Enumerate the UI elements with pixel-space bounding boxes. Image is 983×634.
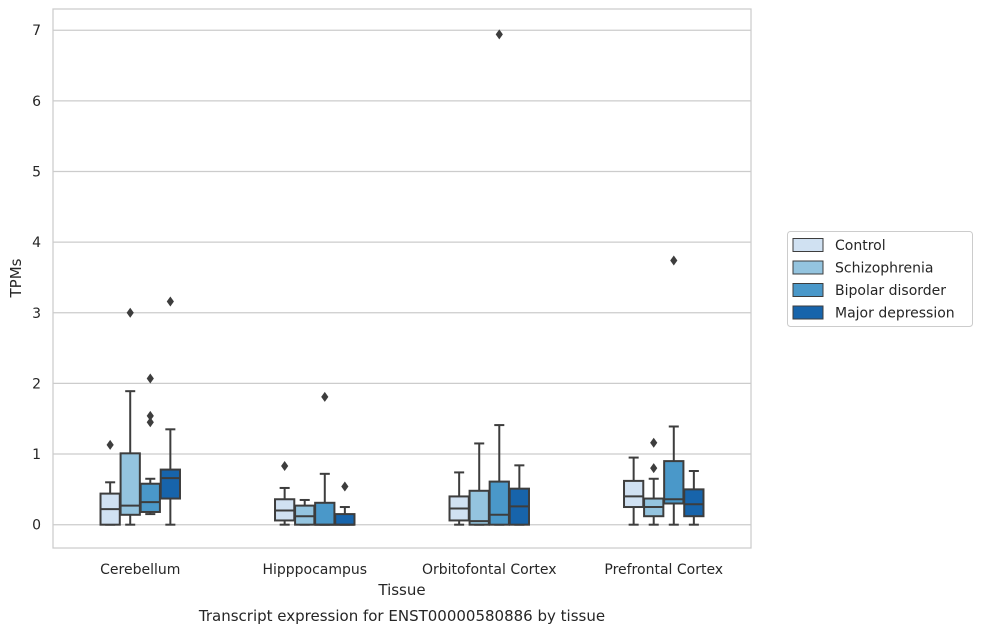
x-axis-title: Tissue [377, 581, 425, 599]
y-tick-label: 6 [32, 94, 41, 110]
outlier-point [126, 307, 134, 318]
legend-label: Schizophrenia [835, 261, 933, 277]
outlier-point [146, 410, 154, 421]
box-group [623, 456, 645, 526]
box-group [683, 470, 705, 526]
plot-frame [52, 8, 752, 549]
y-tick-label: 4 [32, 235, 41, 251]
outlier-point [650, 437, 658, 448]
x-tick-label: Hipppocampus [262, 562, 367, 578]
legend-items: Control Schizophrenia Bipolar disorder Majo… [792, 238, 955, 322]
box-group [119, 307, 141, 526]
y-tick-label: 1 [32, 447, 41, 463]
outlier-point [670, 255, 678, 266]
grid-lines [53, 29, 751, 526]
box-group [99, 439, 121, 526]
box [683, 488, 705, 518]
y-axis-title: TPMs [7, 258, 25, 298]
legend: Control Schizophrenia Bipolar disorder Majo… [787, 231, 973, 327]
outlier-point [106, 439, 114, 450]
y-tick-label: 7 [32, 23, 41, 39]
outlier-point [281, 461, 289, 472]
x-tick-label: Cerebellum [100, 562, 180, 578]
box-group [274, 461, 296, 526]
box [488, 480, 510, 526]
legend-frame [787, 231, 973, 327]
outlier-point [341, 481, 349, 492]
box-group [448, 471, 470, 526]
box-group [334, 481, 356, 526]
chart-caption: Transcript expression for ENST0000058088… [198, 607, 605, 625]
box-group [294, 498, 316, 526]
y-tick-label: 0 [32, 518, 41, 534]
outlier-point [495, 29, 503, 40]
legend-label: Control [835, 238, 886, 254]
y-tick-label: 3 [32, 306, 41, 322]
box-group [159, 296, 181, 526]
box [623, 479, 645, 509]
box [294, 504, 316, 526]
box [334, 513, 356, 526]
legend-label: Bipolar disorder [835, 283, 946, 299]
legend-swatch [792, 260, 824, 275]
legend-swatch [792, 238, 824, 252]
y-tick-labels: 0 1 2 3 4 5 6 7 [32, 23, 41, 533]
box [159, 468, 181, 500]
x-tick-label: Orbitofontal Cortex [422, 562, 557, 578]
box [468, 489, 490, 526]
x-tick-label: Prefrontal Cortex [604, 562, 723, 578]
outlier-point [166, 296, 174, 307]
outlier-point [146, 417, 154, 428]
box-group [139, 373, 161, 516]
box [139, 482, 161, 513]
outlier-point [321, 391, 329, 402]
outlier-point [650, 463, 658, 474]
box-group [508, 464, 530, 526]
box-group [488, 29, 510, 526]
box-group [663, 255, 685, 526]
box-group [468, 442, 490, 526]
box-group [314, 391, 336, 526]
legend-label: Major depression [835, 306, 955, 322]
legend-swatch [792, 305, 824, 320]
boxplot-marks [99, 29, 705, 526]
y-tick-label: 5 [32, 164, 41, 180]
x-tick-labels: Cerebellum Hipppocampus Orbitofontal Corte… [100, 562, 723, 578]
box [314, 501, 336, 526]
box [663, 460, 685, 505]
outlier-point [146, 373, 154, 384]
box-group [643, 437, 665, 526]
legend-swatch [792, 283, 824, 297]
y-tick-label: 2 [32, 376, 41, 392]
